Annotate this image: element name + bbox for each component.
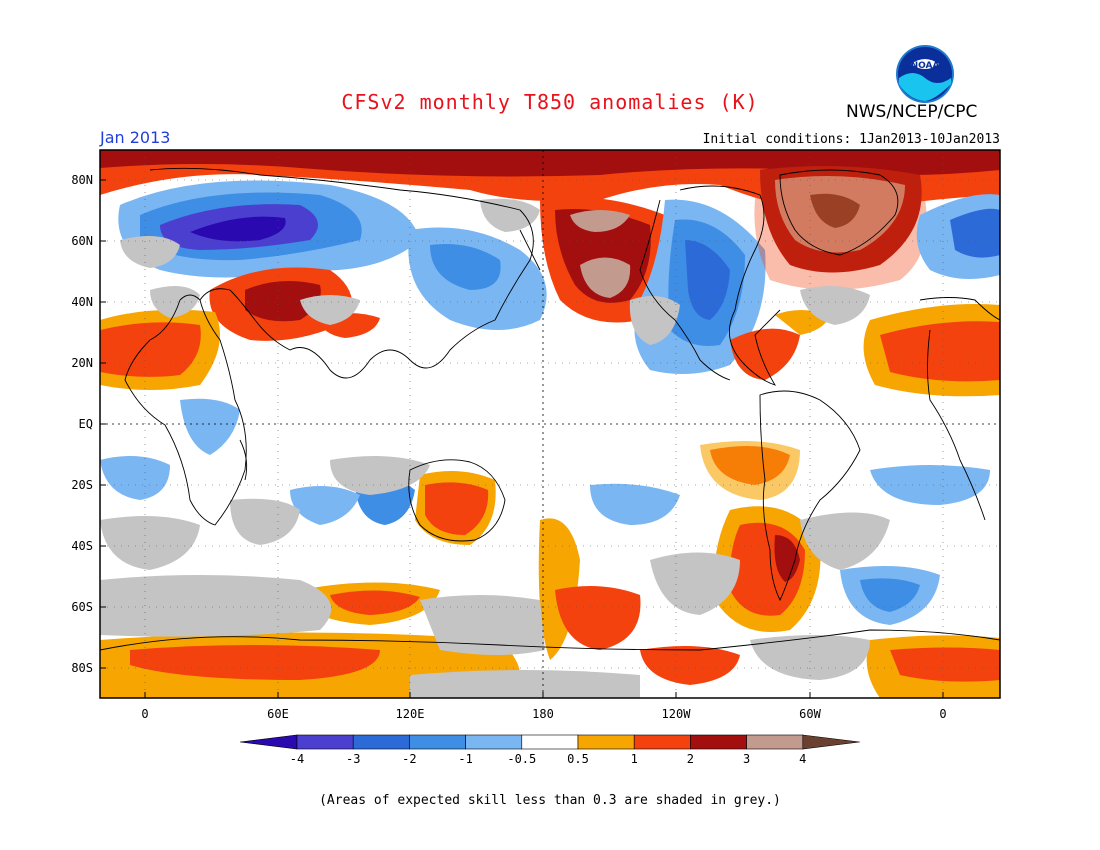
legend-swatch	[577, 734, 635, 750]
lat-tick-label: 80N	[71, 173, 93, 187]
legend-label: -4	[290, 752, 304, 766]
warm-region	[425, 482, 489, 535]
lon-tick-label: 180	[532, 707, 554, 721]
warm-region	[810, 193, 860, 228]
lon-tick-label: 0	[939, 707, 946, 721]
cold-region	[190, 216, 286, 242]
cold-region	[870, 465, 990, 505]
legend-swatch	[409, 734, 466, 750]
cold-region	[860, 578, 920, 612]
lon-tick-label: 60E	[267, 707, 289, 721]
cold-region	[290, 486, 360, 525]
map-title: CFSv2 monthly T850 anomalies (K)	[341, 90, 759, 114]
lon-tick-label: 0	[141, 707, 148, 721]
legend-swatch	[352, 734, 410, 750]
grid-dots	[100, 150, 1000, 698]
legend-label: 4	[799, 752, 806, 766]
warm-region	[570, 210, 630, 232]
legend-label: -3	[346, 752, 360, 766]
footnote: (Areas of expected skill less than 0.3 a…	[319, 793, 781, 808]
lat-tick-label: 80S	[71, 661, 93, 675]
legend-swatch	[465, 734, 523, 750]
legend-label: -1	[458, 752, 472, 766]
noaa-logo-icon: NOAA	[896, 45, 954, 103]
cold-region	[100, 456, 170, 500]
warm-region	[555, 586, 641, 650]
warm-region	[245, 281, 321, 322]
warm-region	[700, 441, 800, 500]
warm-region	[640, 646, 740, 685]
legend-swatch	[690, 734, 747, 750]
lon-tick-label: 120E	[396, 707, 425, 721]
lat-tick-label: 60S	[71, 600, 93, 614]
warm-region	[100, 150, 1000, 177]
grid-lines	[100, 150, 1000, 698]
lat-tick-label: 40S	[71, 539, 93, 553]
lat-tick-label: 20N	[71, 356, 93, 370]
warm-region	[880, 321, 1000, 382]
cold-region	[950, 208, 1000, 258]
color-legend: -4 -3 -2 -1 -0.5 0.5 1 2 3 4	[239, 734, 860, 766]
legend-swatch	[633, 734, 691, 750]
legend-label: 2	[687, 752, 694, 766]
warm-region	[330, 590, 420, 615]
cold-region	[180, 398, 240, 455]
lat-tick-label: 40N	[71, 295, 93, 309]
lat-tick-label: 20S	[71, 478, 93, 492]
cold-region	[685, 240, 730, 320]
warm-region	[754, 166, 927, 290]
warm-region	[774, 535, 800, 582]
warm-region	[100, 322, 201, 377]
cold-region	[590, 483, 680, 525]
lon-tick-label: 60W	[799, 707, 821, 721]
legend-label: 0.5	[567, 752, 589, 766]
initial-conditions-label: Initial conditions: 1Jan2013-10Jan2013	[702, 132, 1000, 147]
legend-swatch	[521, 734, 579, 750]
lat-tick-label: EQ	[79, 417, 93, 431]
legend-label: 3	[743, 752, 750, 766]
warm-region	[130, 645, 380, 680]
warm-region	[890, 647, 1000, 682]
lon-tick-label: 120W	[662, 707, 692, 721]
low-skill-mask	[100, 198, 890, 698]
organization-label: NWS/NCEP/CPC	[846, 102, 978, 122]
legend-label: 1	[631, 752, 638, 766]
coastlines	[100, 167, 1000, 651]
legend-swatch	[746, 734, 804, 750]
legend-swatch	[802, 734, 860, 750]
legend-swatch	[239, 734, 298, 750]
legend-label: -2	[402, 752, 416, 766]
warm-region	[580, 257, 631, 298]
noaa-logo-text: NOAA	[911, 61, 940, 71]
legend-label: -0.5	[507, 752, 536, 766]
cold-region	[430, 244, 501, 290]
legend-swatch	[296, 734, 354, 750]
lat-tick-label: 60N	[71, 234, 93, 248]
month-label: Jan 2013	[100, 128, 171, 147]
